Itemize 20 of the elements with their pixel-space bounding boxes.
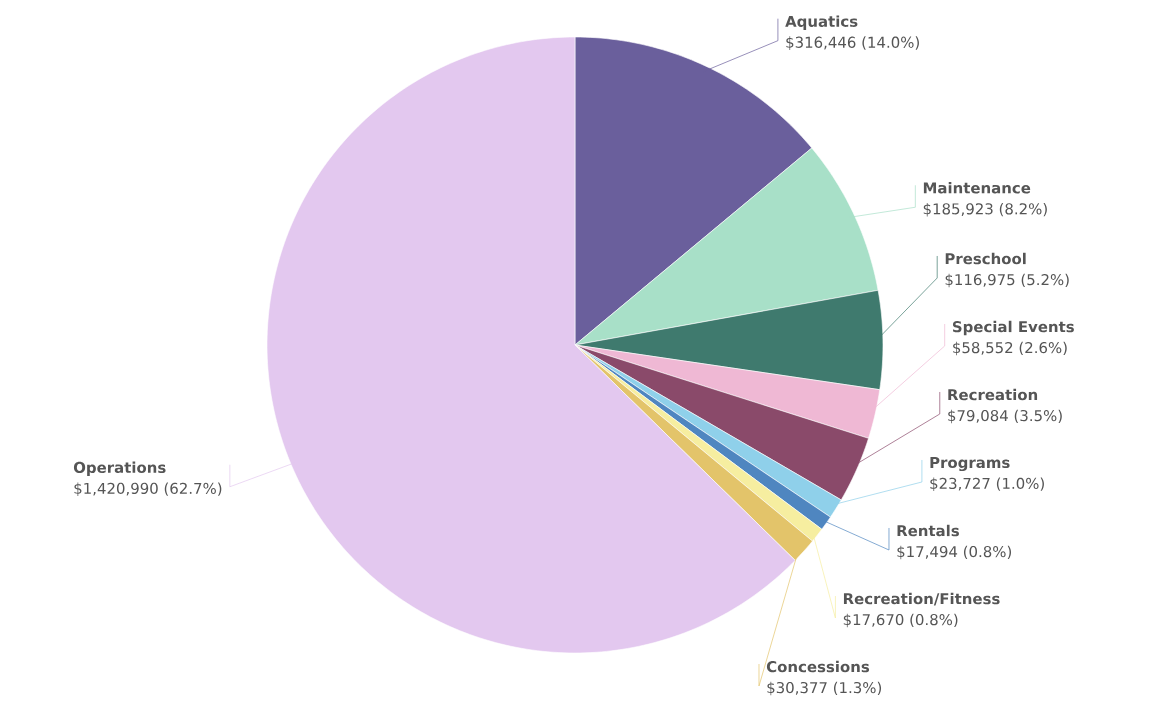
slice-label: Recreation	[948, 388, 1038, 401]
slice-label: Special Events	[952, 320, 1074, 336]
data-label: $185,923 (8.2%)	[923, 202, 1047, 217]
slice-label: Rentals	[897, 524, 959, 537]
data-label: $58,552 (2.6%)	[953, 341, 1067, 356]
slice-label: Concessions	[766, 660, 870, 673]
data-label: $79,084 (3.5%)	[948, 409, 1062, 424]
slice-label: Aquatics	[785, 15, 858, 30]
slice-label: Recreation/Fitness	[843, 592, 1000, 606]
slice-label: Programs	[930, 456, 1010, 472]
data-label: $17,494 (0.8%)	[897, 545, 1012, 560]
data-label: $17,670 (0.8%)	[843, 613, 958, 628]
data-label: $316,446 (14.0%)	[786, 36, 919, 50]
slice-label: Preschool	[945, 252, 1026, 265]
data-label: $23,727 (1.0%)	[930, 477, 1044, 492]
slice-label: Operations	[73, 461, 166, 476]
data-label: $1,420,990 (62.7%)	[74, 482, 222, 496]
slice-label: Maintenance	[923, 182, 1031, 194]
data-label: $116,975 (5.2%)	[945, 273, 1069, 288]
data-label: $30,377 (1.3%)	[767, 681, 882, 696]
